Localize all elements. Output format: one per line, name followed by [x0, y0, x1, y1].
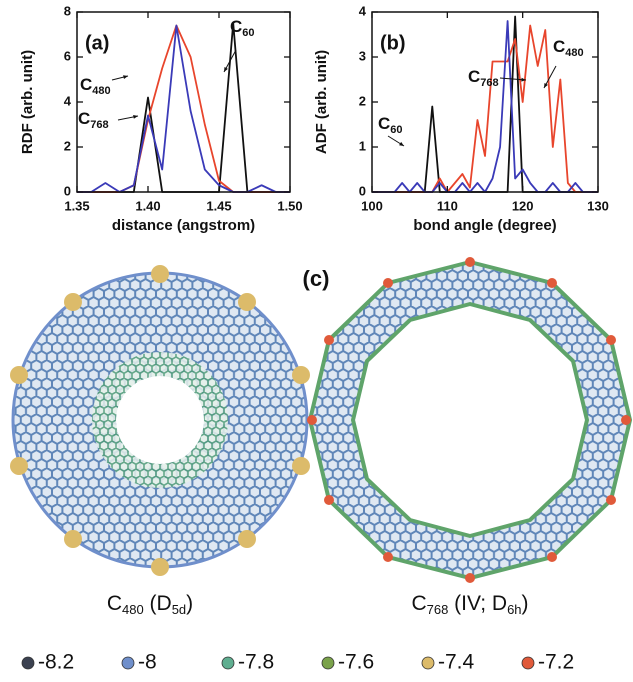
x-axis-label: distance (angstrom): [112, 217, 255, 234]
legend-swatch: [522, 657, 534, 669]
legend-label: -7.6: [338, 651, 374, 674]
y-tick-label: 2: [359, 93, 366, 108]
x-tick-label: 1.40: [135, 198, 160, 213]
annotation-sub: 60: [242, 27, 254, 39]
annotation: C768: [78, 109, 109, 130]
annotation: C480: [553, 37, 584, 58]
x-tick-label: 1.35: [64, 198, 89, 213]
legend-label: -8.2: [38, 651, 74, 674]
annotation: C60: [230, 17, 255, 38]
legend-swatch: [22, 657, 34, 669]
annotation-text: C: [468, 67, 480, 86]
x-tick-label: 110: [437, 198, 458, 213]
figure: (c) 1.35 1.40 1.45 1.50 0 2 4 6 8 distance (angst…: [0, 0, 633, 682]
caption-text: ): [522, 592, 529, 615]
molecule-caption: C480 (D5d): [107, 592, 193, 618]
annotation-sub: 768: [90, 119, 108, 131]
legend-label: -8: [138, 651, 157, 674]
annotation-text: C: [553, 37, 565, 56]
y-tick-label: 3: [359, 48, 366, 63]
legend-label: -7.8: [238, 651, 274, 674]
x-tick-label: 1.45: [206, 198, 231, 213]
legend-swatch: [122, 657, 134, 669]
y-tick-label: 0: [359, 183, 366, 198]
caption-text: C: [107, 592, 122, 615]
chart: 100 110 120 130 0 1 2 3 4 bond angle (degree) ADF …: [313, 3, 609, 234]
caption-text: (IV; D: [448, 592, 507, 615]
x-tick-label: 100: [361, 198, 383, 213]
arrow-head: [133, 115, 138, 119]
x-tick-label: 120: [512, 198, 534, 213]
y-tick-label: 4: [64, 93, 72, 108]
molecule-caption: C768 (IV; D6h): [411, 592, 528, 618]
y-tick-label: 6: [64, 48, 71, 63]
y-tick-label: 2: [64, 138, 71, 153]
caption-sub: 480: [122, 602, 144, 617]
chart: 1.35 1.40 1.45 1.50 0 2 4 6 8 distance (angstrom)…: [19, 3, 303, 234]
molecule-c768: [307, 257, 631, 583]
panel-label: (b): [380, 32, 406, 54]
x-tick-label: 130: [587, 198, 609, 213]
x-tick-label: 1.50: [277, 198, 302, 213]
y-tick-label: 0: [64, 183, 71, 198]
legend-label: -7.2: [538, 651, 574, 674]
panel-label: (a): [85, 32, 109, 54]
annotation: C60: [378, 114, 403, 135]
legend-swatch: [422, 657, 434, 669]
y-axis-label: RDF (arb. unit): [19, 50, 36, 154]
molecule-c480: [10, 265, 310, 576]
caption-text: ): [186, 592, 193, 615]
y-tick-label: 8: [64, 3, 71, 18]
x-axis-label: bond angle (degree): [413, 217, 556, 234]
panel-label: (c): [303, 266, 330, 291]
caption-sub: 5d: [172, 602, 186, 617]
annotation-sub: 60: [390, 124, 402, 136]
annotation-text: C: [78, 109, 90, 128]
legend-swatch: [222, 657, 234, 669]
annotation-text: C: [378, 114, 390, 133]
caption-sub: 6h: [507, 602, 521, 617]
legend-swatch: [322, 657, 334, 669]
annotation-sub: 480: [565, 47, 583, 59]
annotation-sub: 768: [480, 77, 498, 89]
annotation: C768: [468, 67, 499, 88]
annotation-text: C: [230, 17, 242, 36]
annotation-sub: 480: [92, 85, 110, 97]
caption-sub: 768: [427, 602, 449, 617]
y-tick-label: 4: [359, 3, 367, 18]
annotation-text: C: [80, 75, 92, 94]
caption-text: C: [411, 592, 426, 615]
caption-text: (D: [144, 592, 172, 615]
y-axis-label: ADF (arb. unit): [313, 50, 330, 154]
annotation: C480: [80, 75, 111, 96]
y-tick-label: 1: [359, 138, 366, 153]
legend-label: -7.4: [438, 651, 475, 674]
